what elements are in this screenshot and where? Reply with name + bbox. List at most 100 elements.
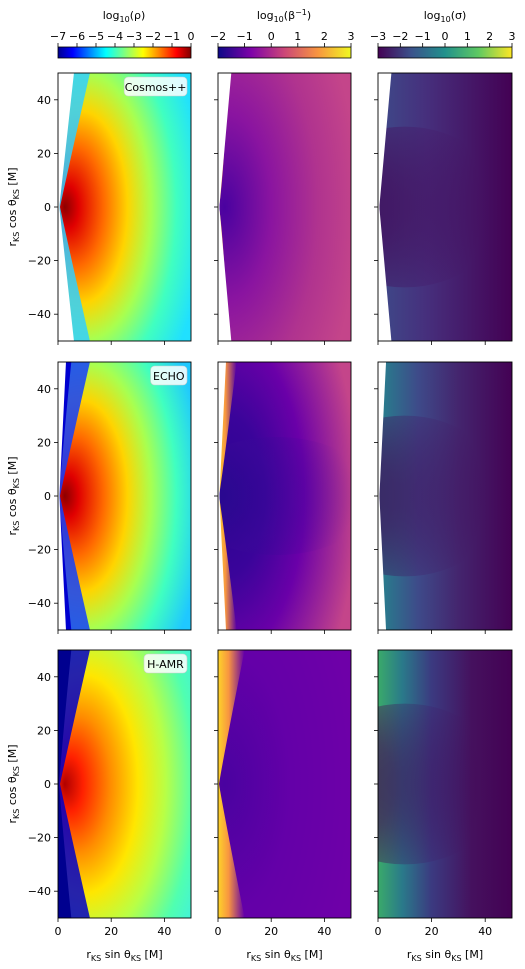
colorbar-tick-label: −1 xyxy=(164,30,180,43)
colorbar-rho-ticks: −7 −6 −5 −4 −3 −2 −1 0 xyxy=(50,30,195,47)
colorbar-beta-label: log10(β−1) xyxy=(257,8,311,24)
x-tick-label: 0 xyxy=(55,925,62,938)
x-tick-label: 0 xyxy=(375,925,382,938)
y-axis-labels: rKS cos θKS [M] rKS cos θKS [M] rKS cos θK… xyxy=(6,168,21,824)
colorbar-tick-label: −2 xyxy=(392,30,408,43)
colorbar-rho: log10(ρ) −7 −6 −5 −4 −3 −2 −1 0 xyxy=(50,9,195,59)
y-tick-label: 20 xyxy=(37,724,51,737)
funnel-edge xyxy=(218,650,245,918)
colorbar-tick-label: 2 xyxy=(486,30,493,43)
y-tick-label: −40 xyxy=(28,308,51,321)
funnel-core xyxy=(58,650,72,918)
y-tick-label: −20 xyxy=(28,832,51,845)
y-tick-label: 40 xyxy=(37,671,51,684)
colorbar-tick-label: −3 xyxy=(126,30,142,43)
colorbar-tick-label: −7 xyxy=(50,30,66,43)
y-tick-label: 20 xyxy=(37,436,51,449)
colorbar-rho-bar xyxy=(57,46,192,59)
colorbar-beta: log10(β−1) −2 −1 0 1 2 3 xyxy=(210,8,355,59)
y-tick-label: −20 xyxy=(28,255,51,268)
panel-rho-2: 40 20 0 −20 −40 ECHO xyxy=(28,361,192,634)
colorbar-beta-ticks: −2 −1 0 1 2 3 xyxy=(210,30,355,47)
panel-grid: 40 20 0 −20 −40 Cosmos++ 40 20 0 −20 −40 ECHO 40 20 0 −… xyxy=(28,72,513,938)
y-tick-label: −20 xyxy=(28,544,51,557)
colorbar-tick-label: 0 xyxy=(268,30,275,43)
x-tick-label: 20 xyxy=(264,925,278,938)
y-axis-label: rKS cos θKS [M] xyxy=(6,457,21,536)
panel-sigma-2 xyxy=(374,361,513,634)
excised-region xyxy=(378,73,392,341)
y-tick-label: −40 xyxy=(28,597,51,610)
colorbar-tick-label: 0 xyxy=(188,30,195,43)
colorbar-tick-label: −1 xyxy=(236,30,252,43)
colorbar-tick-label: 3 xyxy=(348,30,355,43)
colorbar-beta-bar xyxy=(217,46,352,59)
panel-sigma-1 xyxy=(374,72,513,345)
colorbar-tick-label: −1 xyxy=(415,30,431,43)
panel-beta_inv-3: 0 20 40 xyxy=(214,649,352,938)
x-axis-label: rKS sin θKS [M] xyxy=(407,948,483,963)
colorbar-rho-label: log10(ρ) xyxy=(103,9,146,24)
colorbar-tick-label: −6 xyxy=(69,30,85,43)
excised-region xyxy=(378,362,387,630)
code-tag-box xyxy=(150,365,188,386)
colorbar-tick-label: 0 xyxy=(442,30,449,43)
field-map xyxy=(58,73,191,341)
colorbar-tick-label: −2 xyxy=(210,30,226,43)
y-tick-label: 40 xyxy=(37,94,51,107)
x-tick-label: 20 xyxy=(425,925,439,938)
excised-region xyxy=(218,73,232,341)
y-axis-label: rKS cos θKS [M] xyxy=(6,168,21,247)
field-map xyxy=(58,650,191,918)
y-tick-label: −40 xyxy=(28,885,51,898)
x-tick-label: 40 xyxy=(478,925,492,938)
disk-core xyxy=(218,437,351,555)
x-tick-label: 40 xyxy=(317,925,331,938)
colorbar-sigma-ticks: −3 −2 −1 0 1 2 3 xyxy=(370,30,516,47)
colorbar-sigma: log10(σ) −3 −2 −1 0 1 2 3 xyxy=(370,9,516,59)
panel-sigma-3: 0 20 40 xyxy=(374,649,513,938)
colorbar-sigma-label: log10(σ) xyxy=(424,9,467,24)
field-map xyxy=(218,650,351,918)
panel-beta_inv-1 xyxy=(214,72,352,345)
excised-region xyxy=(58,362,66,630)
code-tag: H-AMR xyxy=(143,653,188,674)
panel-rho-3: 40 20 0 −20 −40 0 20 40 H-AMR xyxy=(28,649,192,938)
code-tag: Cosmos++ xyxy=(123,76,188,97)
code-tag-label: H-AMR xyxy=(147,658,184,671)
x-axis-labels: rKS sin θKS [M] rKS sin θKS [M] rKS sin θK… xyxy=(86,948,483,963)
code-tag-box xyxy=(123,76,188,97)
field-map xyxy=(218,73,351,341)
code-tag-label: Cosmos++ xyxy=(125,81,187,94)
funnel-region xyxy=(58,362,90,630)
panel-beta_inv-2 xyxy=(214,361,352,634)
excised-region xyxy=(218,362,226,630)
y-tick-label: 40 xyxy=(37,383,51,396)
y-axis-label: rKS cos θKS [M] xyxy=(6,745,21,824)
funnel-region xyxy=(58,650,90,918)
disk-core xyxy=(378,126,506,288)
field-map xyxy=(58,362,191,630)
colorbar-tick-label: −4 xyxy=(107,30,123,43)
x-axis-label: rKS sin θKS [M] xyxy=(86,948,162,963)
x-tick-label: 40 xyxy=(157,925,171,938)
panel-rho-1: 40 20 0 −20 −40 Cosmos++ xyxy=(28,72,192,345)
code-tag-box xyxy=(143,653,188,674)
colorbar-tick-label: 2 xyxy=(321,30,328,43)
disk-core xyxy=(378,415,506,577)
disk-core xyxy=(378,703,506,865)
y-tick-label: 0 xyxy=(44,490,51,503)
y-tick-label: 20 xyxy=(37,147,51,160)
y-tick-label: 0 xyxy=(44,778,51,791)
colorbar-tick-label: −5 xyxy=(88,30,104,43)
code-tag: ECHO xyxy=(150,365,188,386)
colorbar-tick-label: 1 xyxy=(464,30,471,43)
colorbar-tick-label: −2 xyxy=(145,30,161,43)
excised-region xyxy=(58,73,74,341)
colorbar-tick-label: −3 xyxy=(370,30,386,43)
colorbar-tick-label: 3 xyxy=(509,30,516,43)
x-tick-label: 0 xyxy=(215,925,222,938)
x-tick-label: 20 xyxy=(104,925,118,938)
x-axis-label: rKS sin θKS [M] xyxy=(246,948,322,963)
